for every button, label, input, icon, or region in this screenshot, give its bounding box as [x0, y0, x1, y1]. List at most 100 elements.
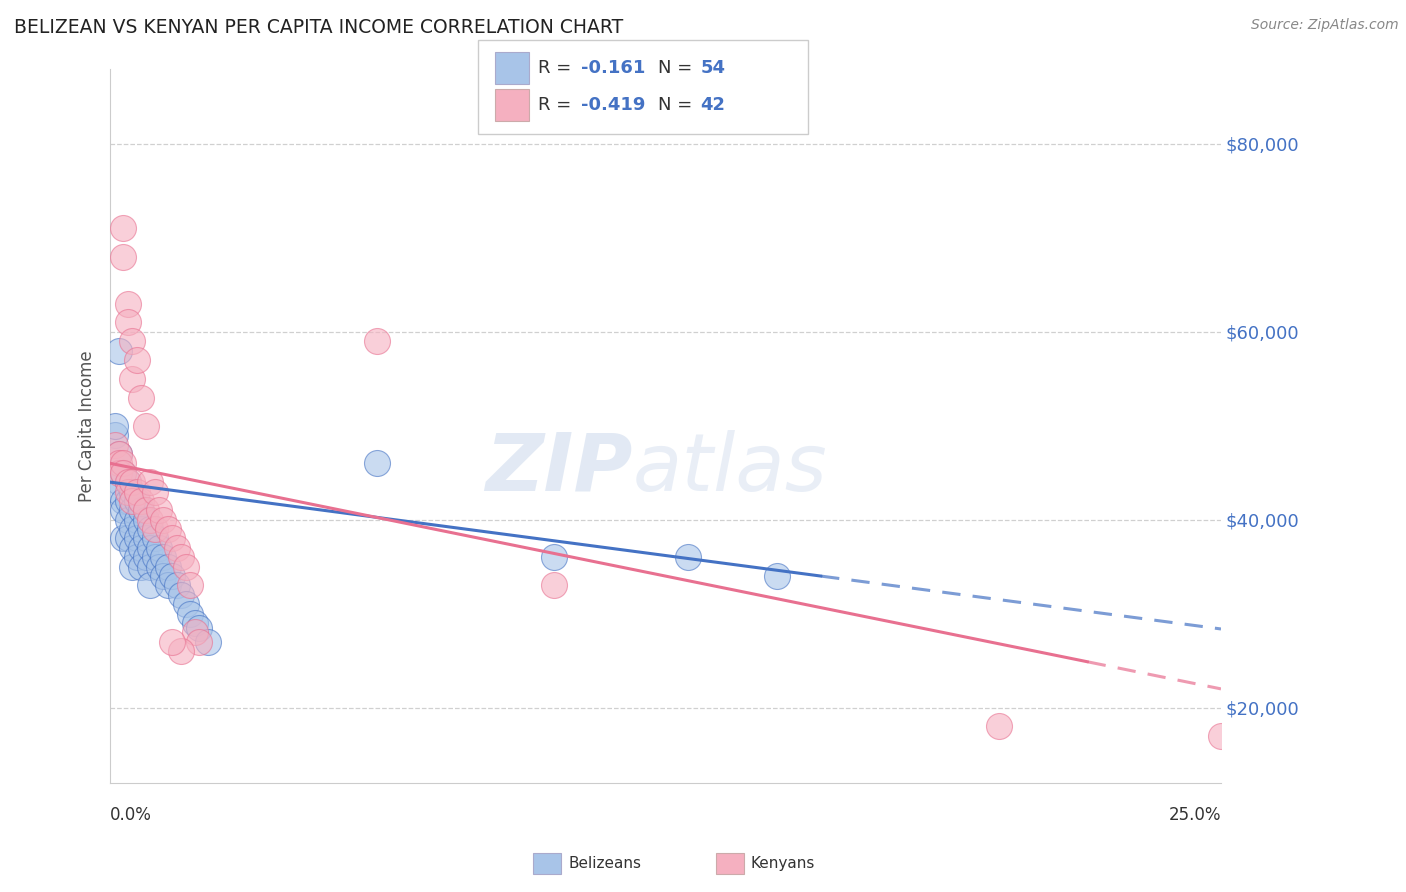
- Point: [129, 541, 152, 555]
- Point: [135, 418, 157, 433]
- Point: [112, 503, 135, 517]
- Point: [108, 484, 131, 499]
- Text: BELIZEAN VS KENYAN PER CAPITA INCOME CORRELATION CHART: BELIZEAN VS KENYAN PER CAPITA INCOME COR…: [14, 18, 623, 37]
- Point: [135, 513, 157, 527]
- Text: Kenyans: Kenyans: [751, 856, 815, 871]
- Text: 25.0%: 25.0%: [1168, 806, 1220, 824]
- Point: [139, 513, 162, 527]
- Point: [121, 334, 143, 348]
- Y-axis label: Per Capita Income: Per Capita Income: [79, 350, 96, 501]
- Point: [183, 616, 205, 631]
- Point: [117, 484, 139, 499]
- Point: [1209, 729, 1232, 743]
- Point: [197, 635, 219, 649]
- Point: [129, 391, 152, 405]
- Point: [135, 503, 157, 517]
- Point: [112, 221, 135, 235]
- Point: [987, 719, 1010, 733]
- Point: [108, 343, 131, 358]
- Point: [166, 578, 188, 592]
- Text: 42: 42: [700, 96, 725, 114]
- Point: [143, 522, 166, 536]
- Point: [188, 635, 211, 649]
- Point: [104, 437, 127, 451]
- Point: [117, 532, 139, 546]
- Point: [117, 513, 139, 527]
- Point: [143, 550, 166, 565]
- Point: [152, 550, 174, 565]
- Point: [148, 541, 170, 555]
- Point: [170, 588, 193, 602]
- Point: [135, 532, 157, 546]
- Point: [108, 447, 131, 461]
- Point: [156, 522, 179, 536]
- Point: [112, 250, 135, 264]
- Point: [139, 541, 162, 555]
- Point: [104, 418, 127, 433]
- Text: -0.161: -0.161: [581, 59, 645, 77]
- Point: [121, 522, 143, 536]
- Point: [148, 503, 170, 517]
- Point: [108, 466, 131, 480]
- Text: ZIP: ZIP: [485, 430, 633, 508]
- Point: [143, 484, 166, 499]
- Point: [121, 541, 143, 555]
- Text: 0.0%: 0.0%: [110, 806, 152, 824]
- Point: [125, 532, 148, 546]
- Point: [121, 372, 143, 386]
- Point: [112, 532, 135, 546]
- Point: [129, 503, 152, 517]
- Text: N =: N =: [658, 96, 697, 114]
- Point: [162, 569, 184, 583]
- Point: [125, 513, 148, 527]
- Point: [117, 475, 139, 489]
- Text: N =: N =: [658, 59, 697, 77]
- Point: [125, 352, 148, 367]
- Point: [183, 625, 205, 640]
- Point: [166, 541, 188, 555]
- Point: [543, 578, 565, 592]
- Point: [129, 522, 152, 536]
- Point: [121, 559, 143, 574]
- Point: [170, 550, 193, 565]
- Point: [162, 635, 184, 649]
- Point: [121, 494, 143, 508]
- Point: [117, 494, 139, 508]
- Point: [676, 550, 699, 565]
- Point: [148, 559, 170, 574]
- Point: [125, 484, 148, 499]
- Point: [112, 466, 135, 480]
- Point: [366, 456, 388, 470]
- Point: [156, 578, 179, 592]
- Point: [108, 475, 131, 489]
- Point: [104, 428, 127, 442]
- Point: [112, 466, 135, 480]
- Point: [143, 532, 166, 546]
- Point: [139, 578, 162, 592]
- Point: [121, 503, 143, 517]
- Point: [152, 513, 174, 527]
- Text: R =: R =: [538, 59, 578, 77]
- Point: [117, 315, 139, 329]
- Point: [174, 597, 197, 611]
- Point: [156, 559, 179, 574]
- Point: [152, 569, 174, 583]
- Text: atlas: atlas: [633, 430, 827, 508]
- Point: [170, 644, 193, 658]
- Point: [139, 559, 162, 574]
- Point: [112, 494, 135, 508]
- Point: [135, 550, 157, 565]
- Point: [366, 334, 388, 348]
- Point: [125, 494, 148, 508]
- Text: -0.419: -0.419: [581, 96, 645, 114]
- Point: [162, 532, 184, 546]
- Text: R =: R =: [538, 96, 578, 114]
- Point: [125, 550, 148, 565]
- Point: [543, 550, 565, 565]
- Point: [188, 621, 211, 635]
- Point: [139, 475, 162, 489]
- Point: [121, 475, 143, 489]
- Point: [112, 456, 135, 470]
- Point: [129, 559, 152, 574]
- Point: [121, 484, 143, 499]
